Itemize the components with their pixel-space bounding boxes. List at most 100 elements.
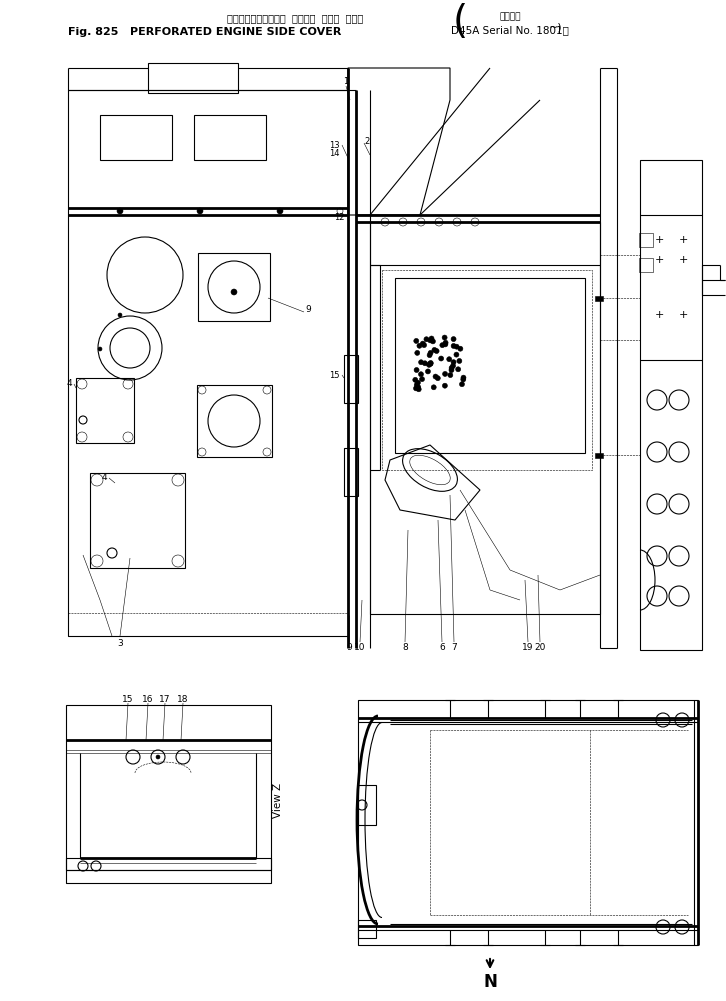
Text: 19: 19 bbox=[522, 644, 534, 653]
Bar bbox=[640, 160, 702, 650]
Bar bbox=[358, 920, 376, 938]
Circle shape bbox=[118, 313, 122, 317]
Circle shape bbox=[98, 347, 102, 351]
Circle shape bbox=[419, 359, 423, 364]
Text: +: + bbox=[678, 310, 688, 320]
Text: 8: 8 bbox=[402, 644, 408, 653]
Circle shape bbox=[451, 336, 456, 341]
Circle shape bbox=[461, 375, 466, 380]
Text: 14: 14 bbox=[330, 148, 340, 157]
Circle shape bbox=[428, 361, 433, 366]
Text: 16: 16 bbox=[142, 696, 154, 705]
Text: ~): ~) bbox=[549, 22, 563, 32]
Circle shape bbox=[413, 377, 417, 382]
Bar bbox=[66, 858, 271, 883]
Text: 15: 15 bbox=[122, 696, 134, 705]
Bar bbox=[395, 278, 585, 453]
Circle shape bbox=[424, 336, 429, 341]
Circle shape bbox=[422, 342, 427, 347]
Bar bbox=[148, 63, 238, 93]
Circle shape bbox=[439, 356, 444, 361]
Text: 1: 1 bbox=[343, 77, 348, 86]
Bar bbox=[198, 253, 270, 321]
Circle shape bbox=[428, 360, 433, 365]
Text: 適用号機: 適用号機 bbox=[499, 12, 521, 21]
Circle shape bbox=[454, 352, 459, 357]
Circle shape bbox=[277, 208, 283, 214]
Circle shape bbox=[414, 385, 418, 390]
Circle shape bbox=[415, 380, 420, 385]
Text: 17: 17 bbox=[159, 696, 171, 705]
Circle shape bbox=[415, 350, 420, 355]
Circle shape bbox=[156, 755, 160, 759]
Circle shape bbox=[414, 338, 419, 343]
Circle shape bbox=[416, 384, 421, 389]
Text: 9: 9 bbox=[305, 305, 311, 314]
Circle shape bbox=[443, 371, 447, 376]
Text: 7: 7 bbox=[451, 644, 457, 653]
Circle shape bbox=[429, 336, 434, 341]
Text: 3: 3 bbox=[117, 640, 123, 649]
Text: 2: 2 bbox=[364, 137, 370, 146]
Circle shape bbox=[423, 360, 428, 365]
Circle shape bbox=[415, 382, 419, 387]
Bar bbox=[68, 90, 348, 636]
Text: D45A Serial No. 1801～: D45A Serial No. 1801～ bbox=[451, 25, 569, 35]
Text: Fig. 825   PERFORATED ENGINE SIDE COVER: Fig. 825 PERFORATED ENGINE SIDE COVER bbox=[68, 27, 342, 37]
Circle shape bbox=[197, 208, 203, 214]
Circle shape bbox=[457, 358, 462, 363]
Circle shape bbox=[420, 341, 425, 346]
Bar bbox=[639, 258, 653, 272]
Text: 9: 9 bbox=[346, 644, 352, 653]
Circle shape bbox=[451, 359, 456, 364]
Circle shape bbox=[425, 369, 431, 374]
Circle shape bbox=[433, 374, 438, 379]
Text: 10: 10 bbox=[354, 644, 366, 653]
Bar bbox=[66, 705, 271, 870]
Bar bbox=[382, 270, 592, 470]
Text: View Z: View Z bbox=[273, 783, 283, 818]
Bar bbox=[344, 355, 358, 403]
Text: 20: 20 bbox=[534, 644, 546, 653]
Circle shape bbox=[442, 383, 447, 388]
Circle shape bbox=[451, 363, 455, 368]
Circle shape bbox=[428, 338, 433, 343]
Text: +: + bbox=[654, 235, 664, 245]
Circle shape bbox=[117, 208, 123, 214]
Text: パーファレイティッド  エンジン  サイド  カバー: パーファレイティッド エンジン サイド カバー bbox=[227, 13, 363, 23]
Circle shape bbox=[420, 376, 425, 381]
Circle shape bbox=[427, 362, 431, 367]
Circle shape bbox=[446, 356, 452, 361]
Circle shape bbox=[427, 352, 432, 357]
Text: +: + bbox=[678, 235, 688, 245]
Text: +: + bbox=[654, 255, 664, 265]
Bar bbox=[194, 115, 266, 160]
Bar bbox=[358, 700, 698, 945]
Circle shape bbox=[428, 361, 433, 366]
Circle shape bbox=[454, 344, 459, 349]
Circle shape bbox=[431, 384, 436, 389]
Circle shape bbox=[432, 347, 437, 352]
Circle shape bbox=[231, 289, 237, 295]
Bar bbox=[370, 222, 600, 614]
Text: 15: 15 bbox=[330, 370, 340, 379]
Circle shape bbox=[456, 366, 461, 371]
Circle shape bbox=[418, 371, 423, 376]
Circle shape bbox=[460, 381, 465, 386]
Text: +: + bbox=[678, 255, 688, 265]
Text: 6: 6 bbox=[439, 644, 445, 653]
Circle shape bbox=[451, 343, 456, 348]
Circle shape bbox=[416, 386, 421, 391]
Text: 4: 4 bbox=[102, 473, 107, 482]
Bar bbox=[639, 233, 653, 247]
Bar bbox=[197, 385, 272, 457]
Circle shape bbox=[443, 340, 448, 345]
Bar bbox=[90, 473, 185, 568]
Text: +: + bbox=[654, 310, 664, 320]
Text: N: N bbox=[483, 973, 497, 991]
Circle shape bbox=[449, 365, 454, 370]
Circle shape bbox=[431, 339, 436, 344]
Circle shape bbox=[417, 343, 422, 348]
Circle shape bbox=[440, 342, 445, 347]
Circle shape bbox=[443, 342, 448, 347]
